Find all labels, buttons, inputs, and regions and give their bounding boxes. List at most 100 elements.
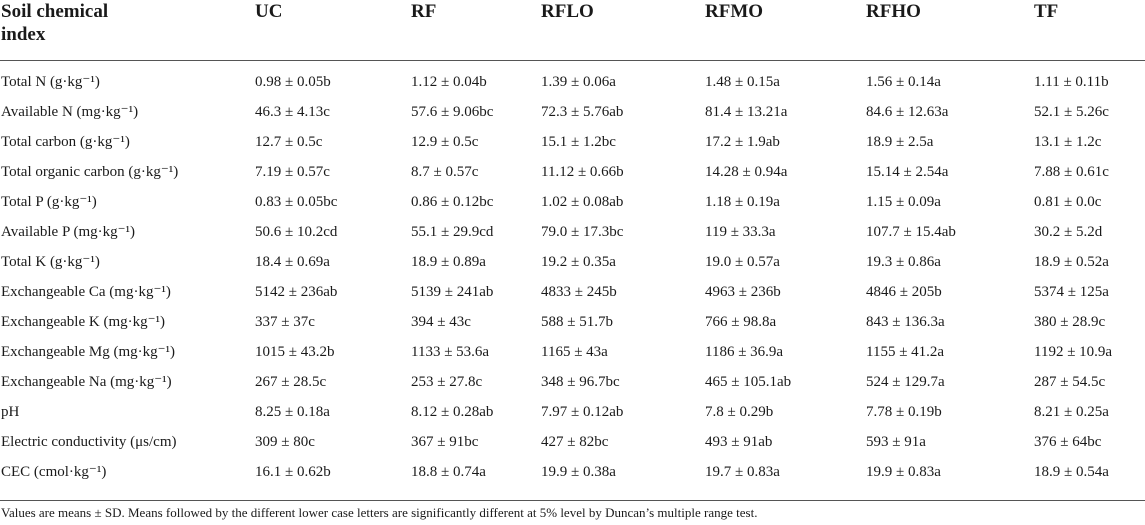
- table-body: Total N (g·kg⁻¹) 0.98 ± 0.05b 1.12 ± 0.04b…: [0, 61, 1145, 492]
- table-footnote: Values are means ± SD. Means followed by…: [1, 505, 758, 520]
- row-label: Total carbon (g·kg⁻¹): [1, 134, 130, 150]
- row-label: Exchangeable Ca (mg·kg⁻¹): [1, 284, 171, 300]
- table-cell: 18.8 ± 0.74a: [411, 464, 486, 480]
- table-cell: 13.1 ± 1.2c: [1034, 134, 1102, 150]
- table-cell: 7.8 ± 0.29b: [705, 404, 774, 420]
- row-label: pH: [1, 404, 20, 420]
- table-row: Total carbon (g·kg⁻¹) 12.7 ± 0.5c 12.9 ± 0…: [0, 127, 1145, 157]
- table-cell: 19.2 ± 0.35a: [541, 254, 616, 270]
- table-cell: 7.97 ± 0.12ab: [541, 404, 624, 420]
- table-cell: 337 ± 37c: [255, 314, 315, 330]
- table-cell: 1.02 ± 0.08ab: [541, 194, 624, 210]
- table-cell: 18.4 ± 0.69a: [255, 254, 330, 270]
- table-cell: 1.56 ± 0.14a: [866, 74, 941, 90]
- table-cell: 309 ± 80c: [255, 434, 315, 450]
- table-cell: 766 ± 98.8a: [705, 314, 777, 330]
- table-row: Total N (g·kg⁻¹) 0.98 ± 0.05b 1.12 ± 0.04b…: [0, 61, 1145, 98]
- table-cell: 380 ± 28.9c: [1034, 314, 1106, 330]
- table-cell: 57.6 ± 9.06bc: [411, 104, 494, 120]
- table-cell: 81.4 ± 13.21a: [705, 104, 788, 120]
- row-label: Available N (mg·kg⁻¹): [1, 104, 139, 120]
- table-cell: 1.48 ± 0.15a: [705, 74, 780, 90]
- table-cell: 1.12 ± 0.04b: [411, 74, 487, 90]
- table-cell: 18.9 ± 2.5a: [866, 134, 934, 150]
- table-cell: 1155 ± 41.2a: [866, 344, 945, 360]
- table-cell: 18.9 ± 0.89a: [411, 254, 486, 270]
- table-bottom-rule: [0, 500, 1145, 501]
- header-col-rfmo: RFMO: [705, 0, 866, 61]
- table-cell: 14.28 ± 0.94a: [705, 164, 788, 180]
- table-cell: 7.78 ± 0.19b: [866, 404, 942, 420]
- soil-chemical-table: Soil chemical index UC RF RFLO RFMO RFHO …: [0, 0, 1145, 492]
- table-row: Total P (g·kg⁻¹) 0.83 ± 0.05bc 0.86 ± 0.12…: [0, 187, 1145, 217]
- table-cell: 1.15 ± 0.09a: [866, 194, 941, 210]
- table-header: Soil chemical index UC RF RFLO RFMO RFHO …: [0, 0, 1145, 61]
- table-cell: 427 ± 82bc: [541, 434, 609, 450]
- table-cell: 1.18 ± 0.19a: [705, 194, 780, 210]
- row-label: Total N (g·kg⁻¹): [1, 74, 100, 90]
- table-cell: 1.11 ± 0.11b: [1034, 74, 1109, 90]
- table-row: Electric conductivity (μs/cm) 309 ± 80c 36…: [0, 427, 1145, 457]
- row-label: Exchangeable K (mg·kg⁻¹): [1, 314, 166, 330]
- table-cell: 7.19 ± 0.57c: [255, 164, 330, 180]
- table-cell: 18.9 ± 0.52a: [1034, 254, 1109, 270]
- table-cell: 376 ± 64bc: [1034, 434, 1102, 450]
- table-cell: 11.12 ± 0.66b: [541, 164, 624, 180]
- table-cell: 55.1 ± 29.9cd: [411, 224, 494, 240]
- table-row: Available N (mg·kg⁻¹) 46.3 ± 4.13c 57.6 ± …: [0, 97, 1145, 127]
- table-cell: 17.2 ± 1.9ab: [705, 134, 780, 150]
- table-cell: 253 ± 27.8c: [411, 374, 483, 390]
- header-index-label-line1: Soil chemical: [1, 1, 109, 22]
- table-row: Exchangeable Ca (mg·kg⁻¹) 5142 ± 236ab 513…: [0, 277, 1145, 307]
- table-cell: 0.98 ± 0.05b: [255, 74, 331, 90]
- header-col-rf: RF: [411, 0, 541, 61]
- table-cell: 5374 ± 125a: [1034, 284, 1109, 300]
- table-cell: 15.14 ± 2.54a: [866, 164, 949, 180]
- table-cell: 79.0 ± 17.3bc: [541, 224, 624, 240]
- table-cell: 15.1 ± 1.2bc: [541, 134, 616, 150]
- table-cell: 287 ± 54.5c: [1034, 374, 1106, 390]
- table-row: pH 8.25 ± 0.18a 8.12 ± 0.28ab 7.97 ± 0.12ab…: [0, 397, 1145, 427]
- header-index-label-line2: index: [1, 24, 46, 45]
- table-cell: 0.83 ± 0.05bc: [255, 194, 338, 210]
- table-cell: 267 ± 28.5c: [255, 374, 327, 390]
- table-cell: 593 ± 91a: [866, 434, 926, 450]
- table-cell: 84.6 ± 12.63a: [866, 104, 949, 120]
- table-cell: 50.6 ± 10.2cd: [255, 224, 338, 240]
- table-cell: 1015 ± 43.2b: [255, 344, 335, 360]
- table-cell: 1133 ± 53.6a: [411, 344, 490, 360]
- row-label: Available P (mg·kg⁻¹): [1, 224, 136, 240]
- row-label: CEC (cmol·kg⁻¹): [1, 464, 107, 480]
- table-cell: 8.12 ± 0.28ab: [411, 404, 494, 420]
- table-cell: 5142 ± 236ab: [255, 284, 338, 300]
- row-label: Exchangeable Mg (mg·kg⁻¹): [1, 344, 176, 360]
- header-row: Soil chemical index UC RF RFLO RFMO RFHO …: [0, 0, 1145, 61]
- table-cell: 588 ± 51.7b: [541, 314, 613, 330]
- row-label: Exchangeable Na (mg·kg⁻¹): [1, 374, 172, 390]
- table-cell: 72.3 ± 5.76ab: [541, 104, 624, 120]
- table-cell: 0.81 ± 0.0c: [1034, 194, 1102, 210]
- table-row: Available P (mg·kg⁻¹) 50.6 ± 10.2cd 55.1 ±…: [0, 217, 1145, 247]
- table-row: Total K (g·kg⁻¹) 18.4 ± 0.69a 18.9 ± 0.89a…: [0, 247, 1145, 277]
- row-label: Total K (g·kg⁻¹): [1, 254, 100, 270]
- table-cell: 12.9 ± 0.5c: [411, 134, 479, 150]
- table-cell: 30.2 ± 5.2d: [1034, 224, 1103, 240]
- row-label: Total organic carbon (g·kg⁻¹): [1, 164, 179, 180]
- table-cell: 465 ± 105.1ab: [705, 374, 792, 390]
- header-index-label: Soil chemical index: [0, 0, 255, 61]
- table-cell: 16.1 ± 0.62b: [255, 464, 331, 480]
- table-cell: 493 ± 91ab: [705, 434, 773, 450]
- header-col-rfho: RFHO: [866, 0, 1034, 61]
- table-row: Exchangeable Na (mg·kg⁻¹) 267 ± 28.5c 253 …: [0, 367, 1145, 397]
- header-col-uc: UC: [255, 0, 411, 61]
- table-cell: 4846 ± 205b: [866, 284, 942, 300]
- table-cell: 19.0 ± 0.57a: [705, 254, 780, 270]
- table-cell: 1192 ± 10.9a: [1034, 344, 1113, 360]
- table-cell: 367 ± 91bc: [411, 434, 479, 450]
- table-cell: 119 ± 33.3a: [705, 224, 776, 240]
- table-cell: 843 ± 136.3a: [866, 314, 945, 330]
- table-cell: 18.9 ± 0.54a: [1034, 464, 1109, 480]
- table-row: CEC (cmol·kg⁻¹) 16.1 ± 0.62b 18.8 ± 0.74a 1…: [0, 457, 1145, 491]
- table-cell: 348 ± 96.7bc: [541, 374, 620, 390]
- table-cell: 52.1 ± 5.26c: [1034, 104, 1109, 120]
